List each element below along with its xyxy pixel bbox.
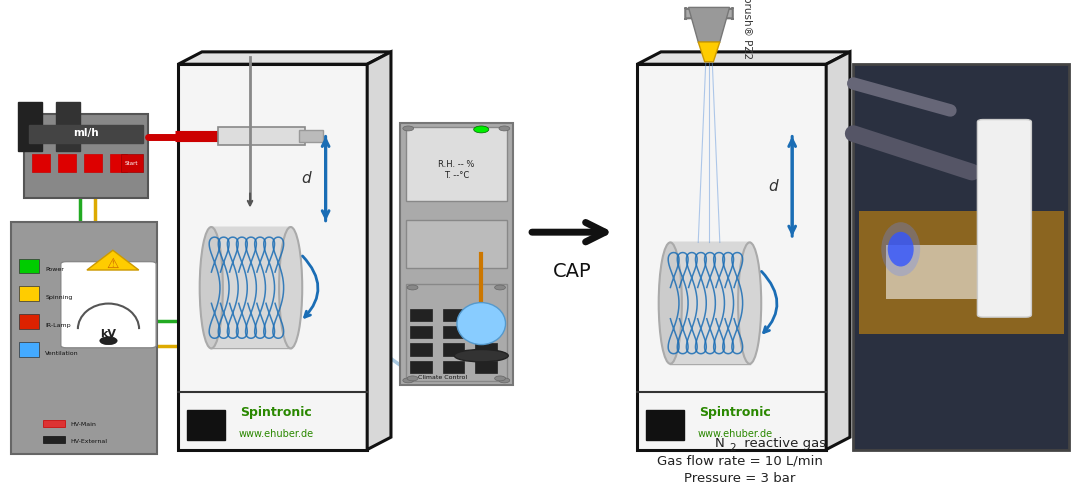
- Text: www.ehuber.de: www.ehuber.de: [239, 429, 314, 439]
- Text: HV-External: HV-External: [70, 439, 107, 444]
- FancyBboxPatch shape: [886, 246, 983, 299]
- Circle shape: [474, 126, 489, 133]
- Polygon shape: [367, 52, 391, 450]
- Ellipse shape: [457, 302, 505, 345]
- FancyBboxPatch shape: [32, 154, 50, 172]
- Text: piezobrush® PZ2: piezobrush® PZ2: [742, 0, 752, 59]
- Ellipse shape: [200, 227, 222, 348]
- Text: www.ehuber.de: www.ehuber.de: [698, 429, 773, 439]
- Polygon shape: [689, 7, 730, 42]
- Polygon shape: [178, 52, 391, 64]
- Text: Pressure = 3 bar: Pressure = 3 bar: [684, 472, 796, 485]
- FancyBboxPatch shape: [43, 436, 65, 443]
- Ellipse shape: [881, 222, 920, 276]
- Text: d: d: [301, 171, 311, 186]
- FancyBboxPatch shape: [410, 343, 432, 356]
- Text: ml/h: ml/h: [73, 128, 98, 138]
- Ellipse shape: [888, 232, 914, 267]
- Circle shape: [499, 378, 510, 383]
- Polygon shape: [86, 250, 138, 270]
- FancyBboxPatch shape: [475, 343, 497, 356]
- Polygon shape: [859, 210, 1064, 334]
- FancyBboxPatch shape: [29, 124, 143, 143]
- Ellipse shape: [738, 243, 761, 364]
- FancyBboxPatch shape: [19, 342, 39, 357]
- Text: Spintronic: Spintronic: [700, 407, 771, 419]
- FancyBboxPatch shape: [443, 309, 464, 321]
- FancyBboxPatch shape: [853, 64, 1069, 450]
- FancyBboxPatch shape: [24, 114, 148, 198]
- Text: reactive gas: reactive gas: [740, 437, 826, 450]
- FancyBboxPatch shape: [475, 326, 497, 338]
- FancyBboxPatch shape: [646, 410, 684, 440]
- Text: Power: Power: [45, 267, 64, 272]
- FancyBboxPatch shape: [19, 287, 39, 301]
- Text: Ventilation: Ventilation: [45, 351, 79, 356]
- FancyBboxPatch shape: [218, 127, 305, 145]
- Circle shape: [495, 376, 505, 381]
- Polygon shape: [698, 42, 719, 62]
- FancyBboxPatch shape: [121, 154, 143, 172]
- Ellipse shape: [659, 243, 681, 364]
- FancyBboxPatch shape: [19, 314, 39, 329]
- FancyBboxPatch shape: [11, 222, 157, 454]
- Text: ⚠: ⚠: [107, 257, 119, 271]
- FancyBboxPatch shape: [299, 130, 323, 142]
- Text: Spintronic: Spintronic: [241, 407, 312, 419]
- Text: Climate Control: Climate Control: [418, 375, 468, 380]
- Text: N: N: [715, 437, 725, 450]
- Circle shape: [407, 285, 418, 290]
- Polygon shape: [637, 52, 850, 64]
- Text: Gas flow rate = 10 L/min: Gas flow rate = 10 L/min: [657, 454, 823, 467]
- Circle shape: [99, 337, 117, 345]
- FancyBboxPatch shape: [686, 7, 732, 20]
- Circle shape: [499, 126, 510, 131]
- Circle shape: [403, 126, 414, 131]
- FancyBboxPatch shape: [443, 343, 464, 356]
- Text: 2: 2: [729, 443, 735, 453]
- FancyBboxPatch shape: [443, 326, 464, 338]
- Text: T. --°C: T. --°C: [444, 170, 469, 180]
- Text: R.H. -- %: R.H. -- %: [438, 160, 474, 168]
- FancyBboxPatch shape: [410, 309, 432, 321]
- Circle shape: [407, 376, 418, 381]
- FancyBboxPatch shape: [406, 220, 507, 268]
- Polygon shape: [826, 52, 850, 450]
- FancyBboxPatch shape: [19, 258, 39, 273]
- FancyBboxPatch shape: [475, 361, 497, 373]
- FancyBboxPatch shape: [406, 127, 507, 201]
- FancyBboxPatch shape: [110, 154, 127, 172]
- Polygon shape: [178, 64, 367, 450]
- Text: IR-Lamp: IR-Lamp: [45, 323, 71, 328]
- Text: d: d: [768, 179, 778, 194]
- FancyBboxPatch shape: [406, 285, 507, 381]
- FancyBboxPatch shape: [187, 410, 225, 440]
- Text: kV: kV: [100, 329, 117, 339]
- FancyBboxPatch shape: [56, 102, 80, 151]
- Polygon shape: [637, 64, 826, 450]
- Circle shape: [495, 285, 505, 290]
- FancyBboxPatch shape: [475, 309, 497, 321]
- FancyBboxPatch shape: [443, 361, 464, 373]
- FancyBboxPatch shape: [58, 154, 76, 172]
- FancyBboxPatch shape: [410, 361, 432, 373]
- FancyBboxPatch shape: [43, 420, 65, 427]
- Polygon shape: [671, 243, 750, 364]
- Text: Spinning: Spinning: [45, 295, 72, 300]
- FancyBboxPatch shape: [18, 102, 42, 151]
- Text: HV-Main: HV-Main: [70, 422, 96, 427]
- Polygon shape: [212, 227, 291, 348]
- Ellipse shape: [455, 350, 509, 362]
- FancyBboxPatch shape: [60, 262, 157, 348]
- FancyBboxPatch shape: [977, 120, 1031, 317]
- Text: CAP: CAP: [553, 262, 592, 281]
- FancyBboxPatch shape: [84, 154, 102, 172]
- FancyBboxPatch shape: [400, 124, 513, 385]
- Ellipse shape: [279, 227, 302, 348]
- FancyBboxPatch shape: [410, 326, 432, 338]
- Circle shape: [403, 378, 414, 383]
- Text: Start: Start: [125, 161, 138, 165]
